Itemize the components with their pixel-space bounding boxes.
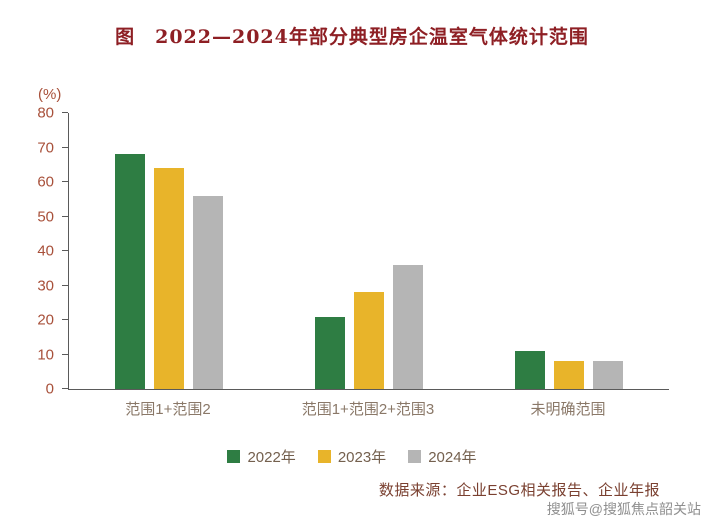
x-axis-labels: 范围1+范围2 范围1+范围2+范围3 未明确范围 [68,398,668,419]
y-tick-label: 10 [37,346,54,363]
legend-swatch [408,450,422,463]
bar-2022年 [115,154,145,389]
bar-group [469,113,669,389]
y-tick-label: 0 [45,380,54,398]
legend: 2022年 2023年 2024年 [0,446,704,467]
y-tick-label: 80 [37,104,54,122]
y-tick-mark [62,181,68,182]
chart-title: 图 2022—2024年部分典型房企温室气体统计范围 [115,26,589,48]
data-source: 数据来源：企业ESG相关报告、企业年报 [378,482,660,499]
legend-item: 2024年 [408,446,477,467]
legend-label: 2024年 [428,449,477,466]
bar-2024年 [193,195,223,389]
legend-label: 2023年 [337,449,387,466]
bar-2024年 [393,264,423,389]
y-tick-mark [62,284,68,286]
y-axis-unit: (%) [38,86,62,103]
bar-2022年 [315,316,345,389]
bar-group [69,113,269,389]
y-tick-mark [62,388,68,389]
legend-swatch [227,450,241,463]
y-tick-label: 40 [37,242,54,260]
plot-area [68,113,669,390]
x-category-label: 范围1+范围2+范围3 [301,401,435,418]
y-tick-label: 30 [37,277,54,294]
y-tick-mark [62,146,68,148]
y-tick-mark [62,353,68,355]
bar-2022年 [515,351,545,389]
bar-2023年 [354,292,384,389]
y-tick-label: 70 [37,139,54,156]
x-category-label: 范围1+范围2 [125,401,211,418]
legend-item: 2023年 [317,446,387,467]
bar-2024年 [593,361,623,389]
legend-swatch [317,450,331,463]
y-tick-mark [62,215,68,217]
watermark: 搜狐号@搜狐焦点韶关站 [546,501,701,517]
y-tick-mark [62,112,68,113]
y-tick-label: 20 [37,311,54,329]
y-tick-label: 50 [37,208,54,225]
bar-2023年 [554,361,584,389]
bar-2023年 [154,168,184,389]
legend-item: 2022年 [227,446,296,467]
bar-group [269,113,469,389]
y-axis-area: 0 10 20 30 40 50 60 70 80 [16,106,68,397]
y-tick-mark [62,319,68,320]
legend-label: 2022年 [247,449,296,466]
x-category-label: 未明确范围 [530,401,606,418]
y-tick-mark [62,250,68,251]
y-tick-label: 60 [37,173,54,191]
